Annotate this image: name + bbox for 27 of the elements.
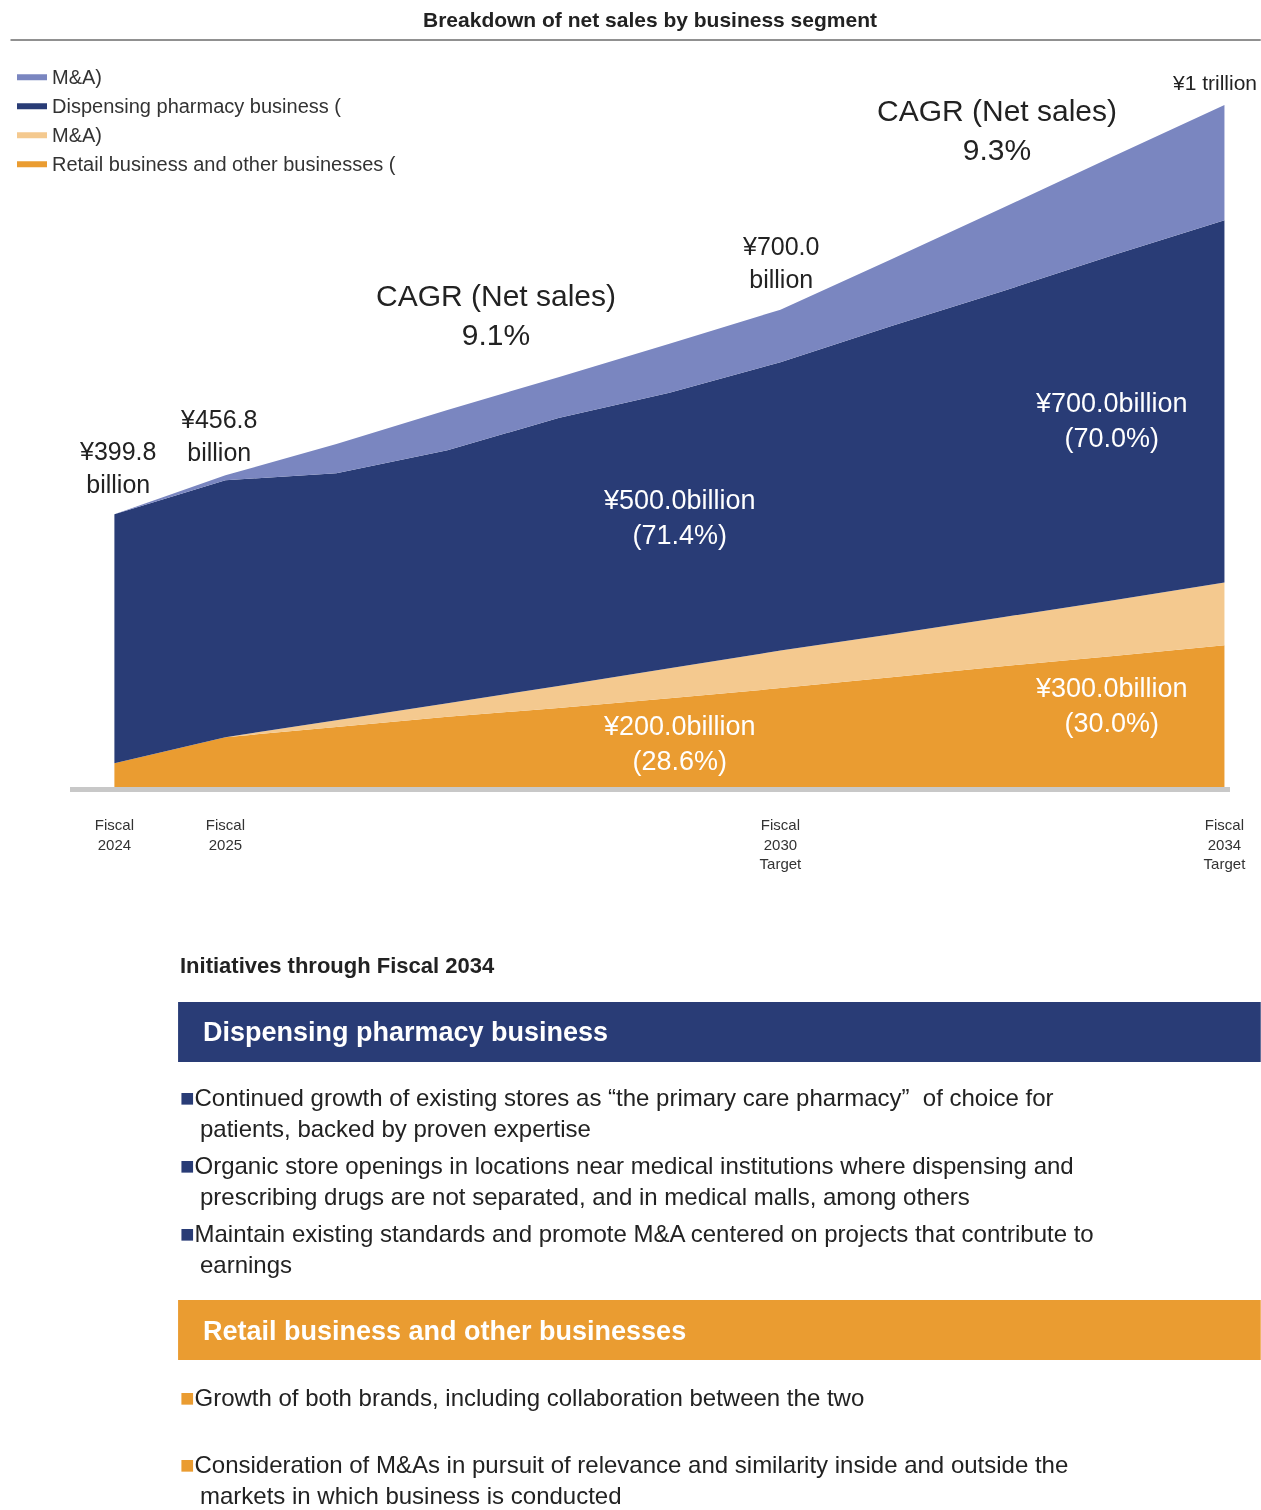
text: Initiatives through Fiscal 2034 xyxy=(180,953,495,978)
annotation: ¥700.0billion (70.0%) xyxy=(1035,388,1188,454)
text: ■Continued growth of existing stores as “the primary care pharmacy” of choice for patients, backed by proven expertise xyxy=(180,1084,1054,1143)
annotation: ¥200.0billion (28.6%) xyxy=(603,711,756,777)
text: ■Organic store openings in locations near medical institutions where dispensing and prescribing drugs are not separated, and in medical malls, among others xyxy=(180,1152,1074,1211)
x-tick-label: Fiscal 2034 Target xyxy=(1203,816,1247,872)
chart-title: Breakdown of net sales by business segment xyxy=(423,8,877,32)
x-tick-label: Fiscal 2030 Target xyxy=(759,816,803,872)
annotation: ¥399.8 billion xyxy=(79,437,157,498)
x-tick-label: Fiscal 2025 xyxy=(205,816,245,853)
text: Dispensing pharmacy business xyxy=(203,1017,609,1047)
legend-label: Retail business and other businesses ( xyxy=(52,152,396,175)
text: ■Maintain existing standards and promote M&A centered on projects that contribute to earnings xyxy=(180,1220,1094,1279)
annotation: CAGR (Net sales) 9.3% xyxy=(877,94,1118,166)
text: ■Growth of both brands, including collaboration between the two xyxy=(180,1384,865,1411)
x-tick-label: Fiscal 2024 xyxy=(94,816,134,853)
legend-label: Dispensing pharmacy business ( xyxy=(52,94,342,117)
annotation: ¥300.0billion (30.0%) xyxy=(1035,673,1188,739)
text: ■Consideration of M&As in pursuit of relevance and similarity inside and outside the markets in which business is conducted xyxy=(180,1451,1069,1510)
text: Retail business and other businesses xyxy=(203,1316,687,1346)
annotation: ¥500.0billion (71.4%) xyxy=(603,485,756,551)
annotation: ¥700.0 billion xyxy=(742,232,820,293)
text: ¥1 trillion xyxy=(1172,71,1258,94)
legend-label: M&A) xyxy=(52,123,102,146)
annotation: CAGR (Net sales) 9.1% xyxy=(376,279,617,351)
annotation: ¥456.8 billion xyxy=(180,405,258,466)
legend-label: M&A) xyxy=(52,65,102,88)
